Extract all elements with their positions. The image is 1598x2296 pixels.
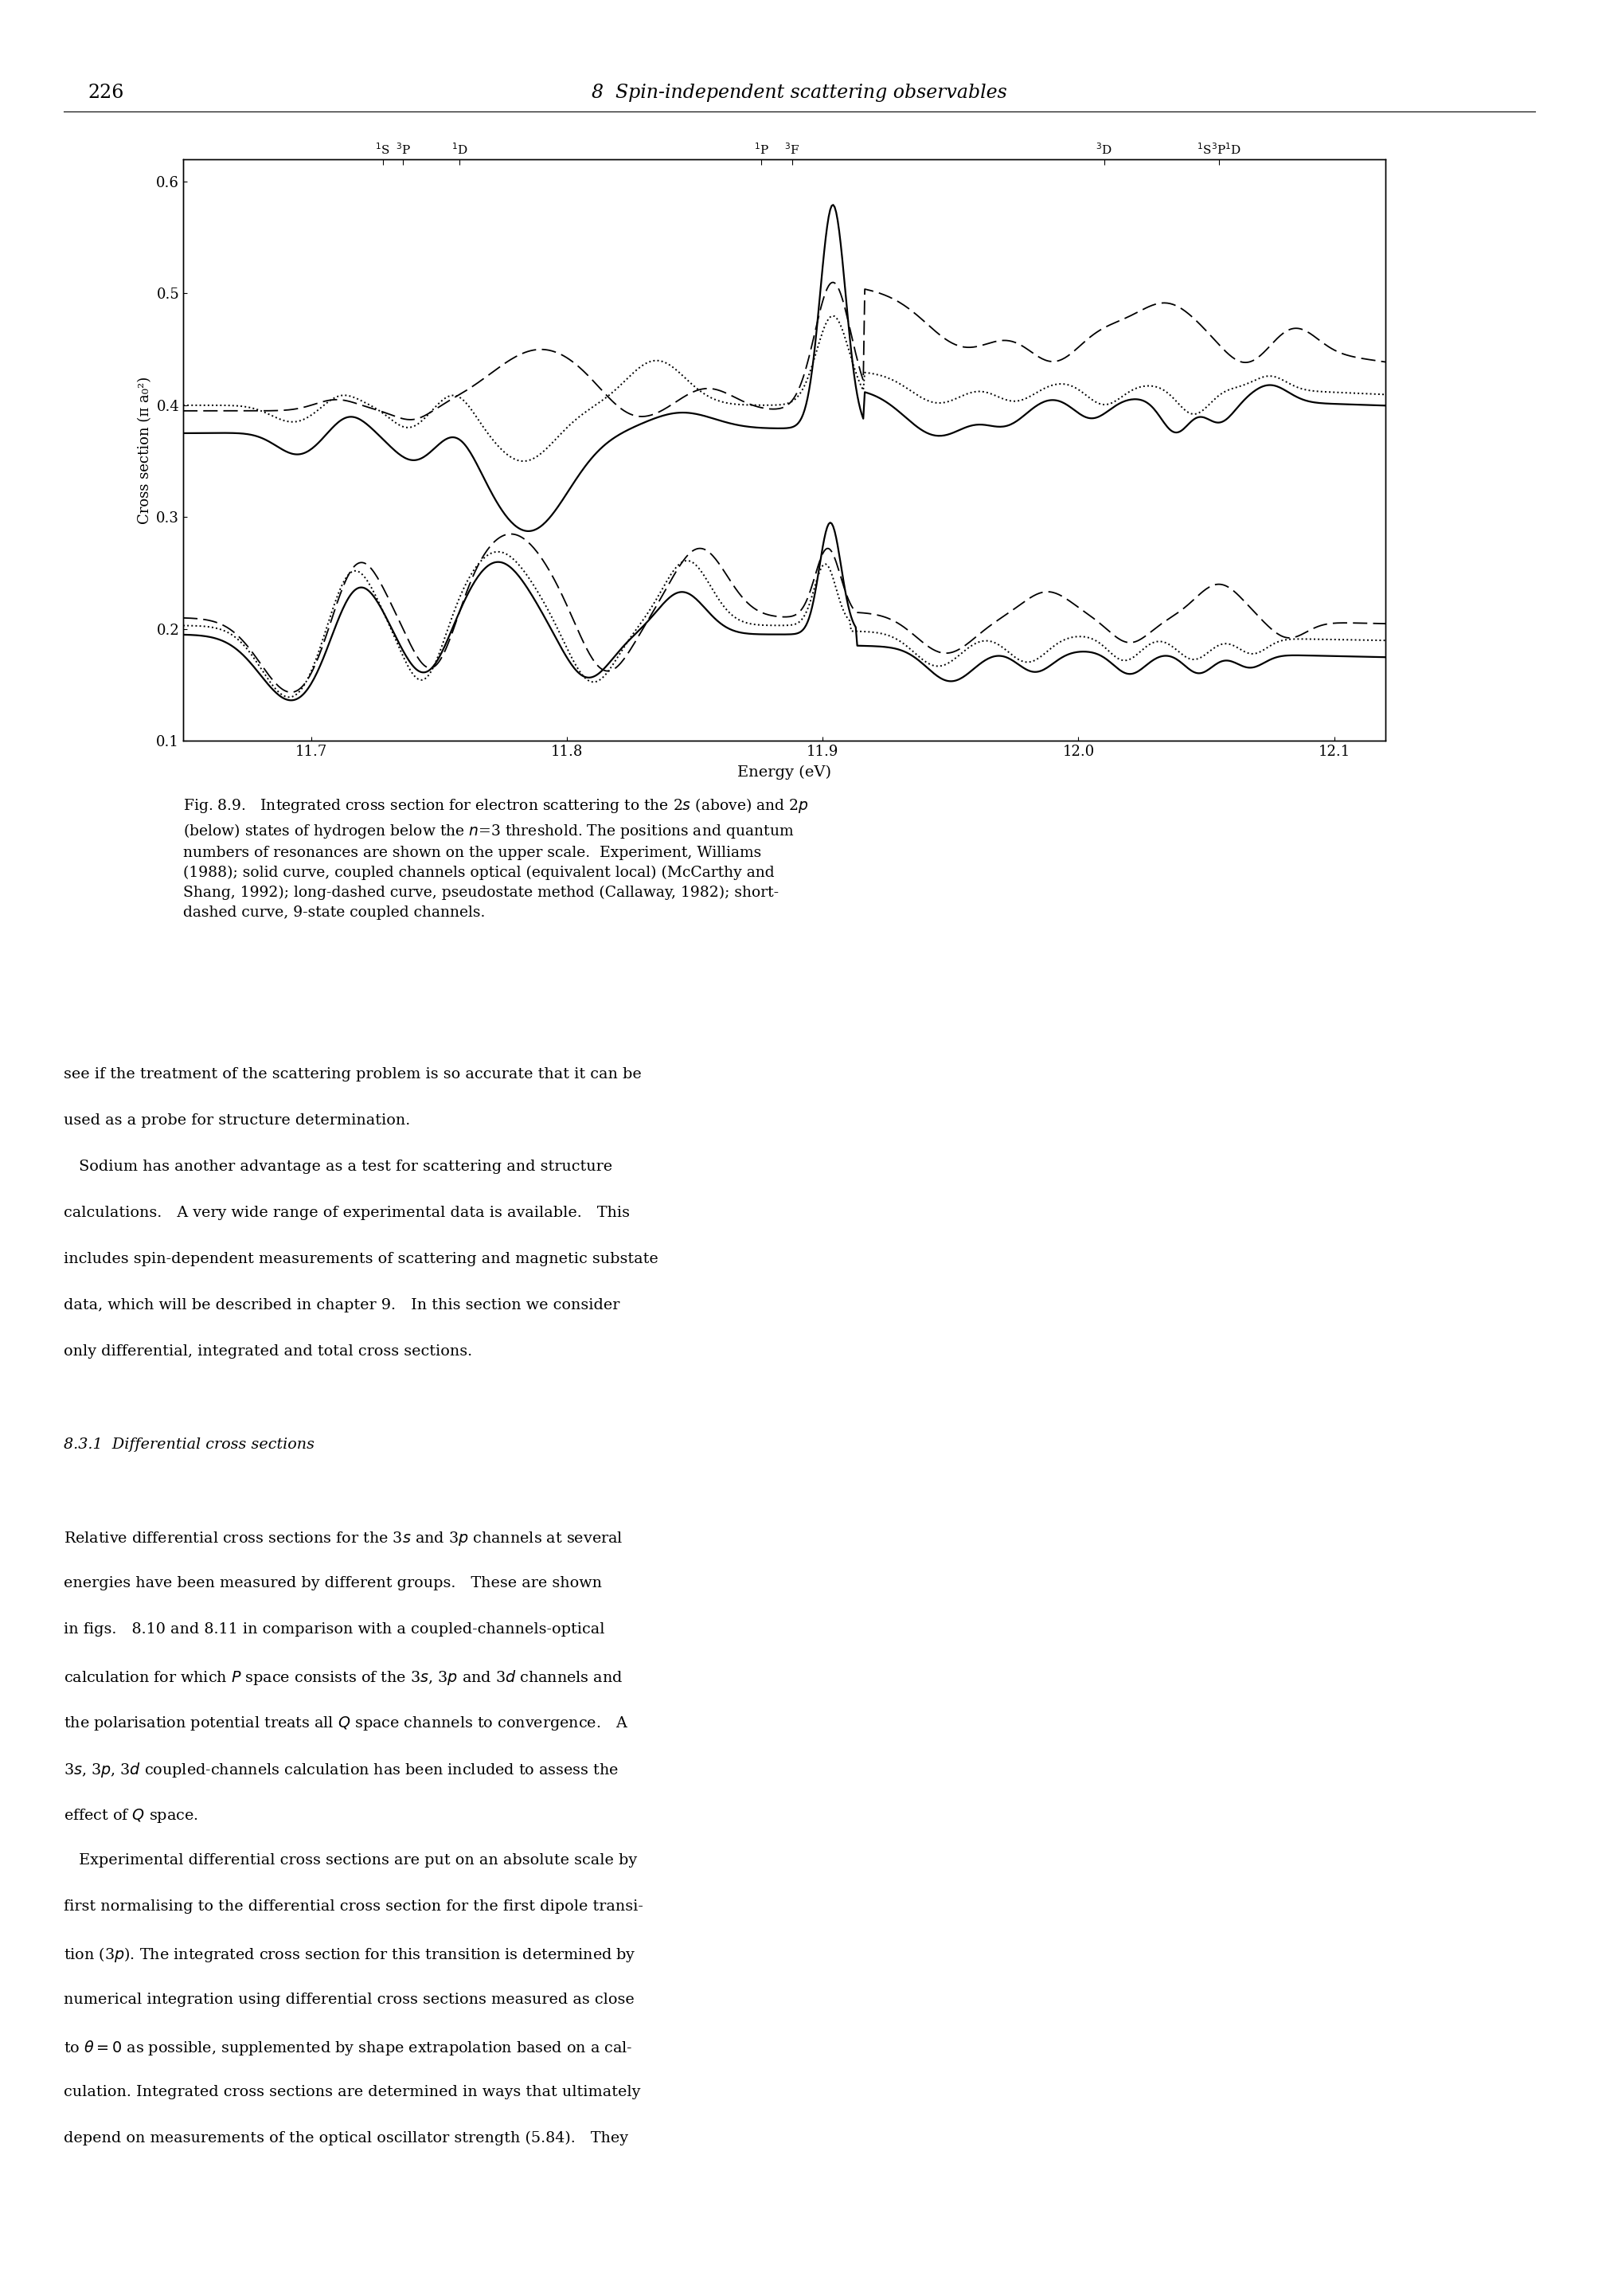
- Text: Experimental differential cross sections are put on an absolute scale by: Experimental differential cross sections…: [64, 1853, 636, 1867]
- X-axis label: Energy (eV): Energy (eV): [737, 765, 831, 781]
- Text: data, which will be described in chapter 9. In this section we consider: data, which will be described in chapter…: [64, 1300, 620, 1313]
- Text: first normalising to the differential cross section for the first dipole transi-: first normalising to the differential cr…: [64, 1899, 642, 1915]
- Text: effect of $Q$ space.: effect of $Q$ space.: [64, 1807, 198, 1825]
- Text: energies have been measured by different groups. These are shown: energies have been measured by different…: [64, 1575, 601, 1591]
- Text: tion (3$p$). The integrated cross section for this transition is determined by: tion (3$p$). The integrated cross sectio…: [64, 1947, 636, 1965]
- Text: see if the treatment of the scattering problem is so accurate that it can be: see if the treatment of the scattering p…: [64, 1068, 641, 1081]
- Text: Sodium has another advantage as a test for scattering and structure: Sodium has another advantage as a test f…: [64, 1159, 612, 1173]
- Text: the polarisation potential treats all $Q$ space channels to convergence. A: the polarisation potential treats all $Q…: [64, 1715, 628, 1731]
- Y-axis label: Cross section (π a₀²): Cross section (π a₀²): [137, 377, 152, 523]
- Text: only differential, integrated and total cross sections.: only differential, integrated and total …: [64, 1345, 471, 1359]
- Text: to $\theta = 0$ as possible, supplemented by shape extrapolation based on a cal-: to $\theta = 0$ as possible, supplemente…: [64, 2039, 633, 2057]
- Text: numerical integration using differential cross sections measured as close: numerical integration using differential…: [64, 1993, 634, 2007]
- Text: 8  Spin-independent scattering observables: 8 Spin-independent scattering observable…: [591, 83, 1007, 101]
- Text: 3$s$, 3$p$, 3$d$ coupled-channels calculation has been included to assess the: 3$s$, 3$p$, 3$d$ coupled-channels calcul…: [64, 1761, 618, 1779]
- Text: calculation for which $P$ space consists of the 3$s$, 3$p$ and 3$d$ channels and: calculation for which $P$ space consists…: [64, 1669, 623, 1688]
- Text: Relative differential cross sections for the 3$s$ and 3$p$ channels at several: Relative differential cross sections for…: [64, 1529, 623, 1548]
- Text: 226: 226: [88, 83, 125, 101]
- Text: 8.3.1  Differential cross sections: 8.3.1 Differential cross sections: [64, 1437, 315, 1451]
- Text: in figs. 8.10 and 8.11 in comparison with a coupled-channels-optical: in figs. 8.10 and 8.11 in comparison wit…: [64, 1623, 604, 1637]
- Text: Fig. 8.9.   Integrated cross section for electron scattering to the 2$s$ (above): Fig. 8.9. Integrated cross section for e…: [184, 797, 809, 921]
- Text: culation. Integrated cross sections are determined in ways that ultimately: culation. Integrated cross sections are …: [64, 2085, 641, 2099]
- Text: calculations. A very wide range of experimental data is available. This: calculations. A very wide range of exper…: [64, 1205, 630, 1219]
- Text: depend on measurements of the optical oscillator strength (5.84). They: depend on measurements of the optical os…: [64, 2131, 628, 2144]
- Text: used as a probe for structure determination.: used as a probe for structure determinat…: [64, 1114, 411, 1127]
- Text: includes spin-dependent measurements of scattering and magnetic substate: includes spin-dependent measurements of …: [64, 1251, 658, 1267]
